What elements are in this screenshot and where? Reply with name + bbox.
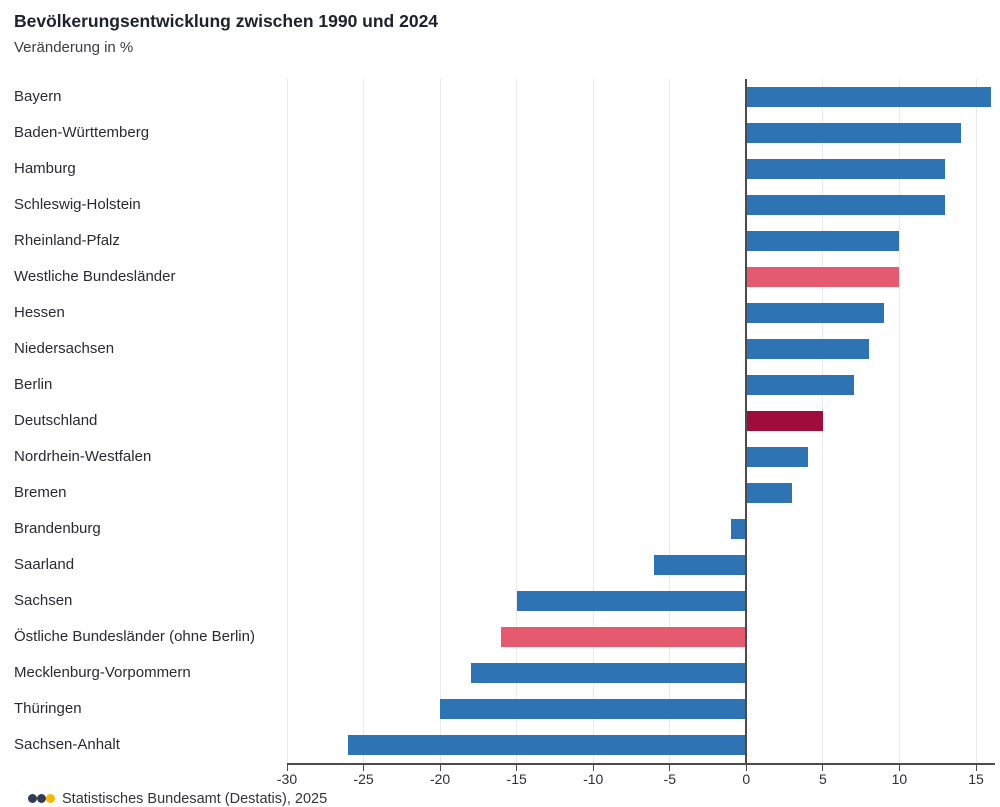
bar [348, 735, 747, 755]
axis-tick-mark [975, 765, 977, 771]
axis-tick-mark [286, 765, 288, 771]
bar [746, 303, 885, 323]
source-text: Statistisches Bundesamt (Destatis), 2025 [62, 791, 328, 807]
axis-tick-label: -25 [353, 771, 374, 787]
axis-tick-label: -15 [506, 771, 527, 787]
bar [501, 627, 747, 647]
axis-tick-mark [669, 765, 671, 771]
bar [746, 447, 808, 467]
category-label: Nordrhein-Westfalen [14, 448, 152, 465]
axis-tick-label: -30 [276, 771, 298, 787]
axis-tick-label: -10 [583, 771, 604, 787]
bar [746, 483, 793, 503]
category-label: Hessen [14, 304, 65, 321]
bar [470, 663, 747, 683]
category-label: Sachsen-Anhalt [14, 736, 120, 753]
bar [654, 555, 747, 575]
category-label: Westliche Bundesländer [14, 268, 176, 285]
grid-line [975, 79, 977, 763]
axis-tick-label: 10 [891, 771, 908, 787]
bar [746, 159, 946, 179]
chart-subtitle: Veränderung in % [14, 39, 134, 56]
bar [746, 411, 823, 431]
axis-tick-label: 0 [742, 771, 751, 787]
axis-tick-label: 15 [968, 771, 984, 787]
category-label: Bremen [14, 484, 67, 501]
category-label: Rheinland-Pfalz [14, 232, 120, 249]
logo-dot-icon [46, 794, 55, 803]
destatis-logo-icon [28, 791, 55, 807]
category-label: Sachsen [14, 592, 73, 609]
category-label: Berlin [14, 376, 53, 393]
x-axis-line [287, 763, 995, 765]
grid-line [898, 79, 900, 763]
category-label: Deutschland [14, 412, 98, 429]
logo-dot-icon [37, 794, 46, 803]
grid-line [592, 79, 594, 763]
category-label: Bayern [14, 88, 62, 105]
category-label: Brandenburg [14, 520, 101, 537]
grid-line [439, 79, 441, 763]
axis-tick-mark [745, 765, 747, 771]
bar [516, 591, 747, 611]
bar [746, 375, 854, 395]
category-label: Schleswig-Holstein [14, 196, 141, 213]
bar [746, 123, 961, 143]
category-label: Östliche Bundesländer (ohne Berlin) [14, 628, 255, 645]
category-label: Baden-Württemberg [14, 124, 150, 141]
axis-tick-mark [592, 765, 594, 771]
axis-tick-label: 5 [818, 771, 827, 787]
axis-tick-label: -20 [429, 771, 451, 787]
category-label: Mecklenburg-Vorpommern [14, 664, 191, 681]
source-line: Statistisches Bundesamt (Destatis), 2025 [28, 791, 327, 807]
grid-line [669, 79, 671, 763]
axis-tick-mark [439, 765, 441, 771]
bar [746, 267, 900, 287]
bar [440, 699, 747, 719]
bar [731, 519, 747, 539]
grid-line [363, 79, 365, 763]
chart-title: Bevölkerungsentwicklung zwischen 1990 un… [14, 11, 439, 31]
category-label: Thüringen [14, 700, 82, 717]
axis-tick-mark [898, 765, 900, 771]
axis-tick-mark [363, 765, 365, 771]
grid-line [286, 79, 288, 763]
grid-line [822, 79, 824, 763]
bar [746, 195, 946, 215]
logo-dot-icon [28, 794, 37, 803]
axis-tick-label: -5 [663, 771, 676, 787]
bar [746, 339, 869, 359]
axis-tick-mark [822, 765, 824, 771]
zero-line [745, 79, 748, 763]
axis-tick-mark [516, 765, 518, 771]
grid-line [516, 79, 518, 763]
category-label: Hamburg [14, 160, 76, 177]
category-label: Saarland [14, 556, 75, 573]
bar [746, 87, 992, 107]
category-label: Niedersachsen [14, 340, 115, 357]
bar [746, 231, 900, 251]
